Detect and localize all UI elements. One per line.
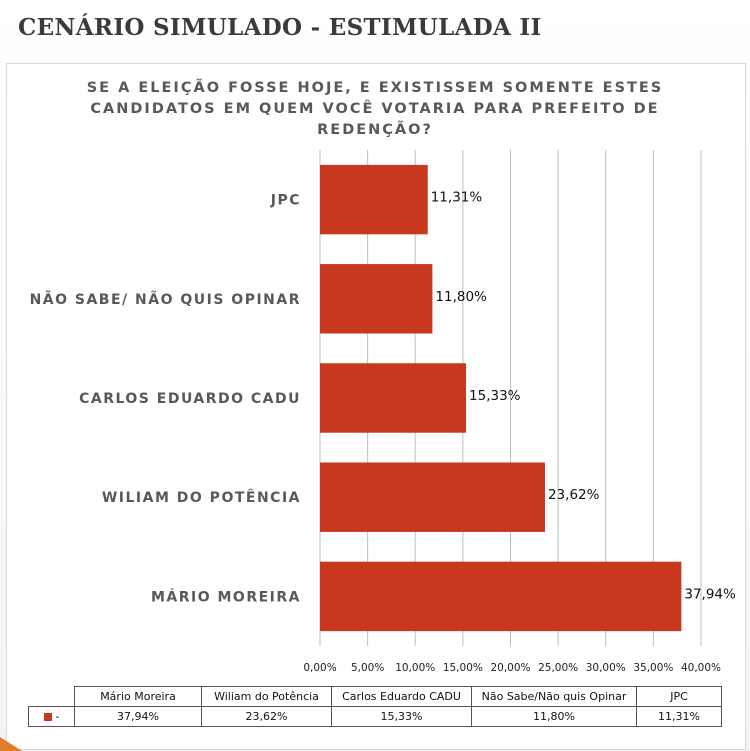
data-table-legend-cell: - — [28, 706, 75, 727]
x-tick-label: 35,00% — [633, 662, 673, 674]
data-table-cell: 11,31% — [636, 706, 722, 727]
x-tick-label: 5,00% — [351, 662, 384, 674]
data-table-header-row: Mário Moreira Wiliam do Potência Carlos … — [28, 686, 722, 707]
data-table-header: JPC — [636, 686, 722, 707]
legend-key-icon — [43, 713, 52, 721]
category-label: WILIAM DO POTÊNCIA — [102, 489, 301, 506]
x-tick-label: 40,00% — [681, 662, 721, 674]
data-label: 11,80% — [435, 289, 487, 305]
chart-title: SE A ELEIÇÃO FOSSE HOJE, E EXISTISSEM SO… — [86, 80, 664, 138]
data-label: 37,94% — [684, 586, 736, 602]
x-tick-label: 10,00% — [395, 662, 435, 674]
data-table: Mário Moreira Wiliam do Potência Carlos … — [28, 686, 722, 727]
x-tick-label: 15,00% — [443, 662, 483, 674]
data-table-row-label: - — [55, 710, 60, 723]
category-label: MÁRIO MOREIRA — [151, 588, 301, 605]
bar — [320, 462, 545, 532]
corner-decoration — [0, 737, 22, 751]
category-label: JPC — [270, 193, 301, 209]
data-table-cell: 11,80% — [471, 706, 637, 727]
x-tick-label: 30,00% — [586, 662, 626, 674]
bar — [320, 164, 428, 235]
bar — [320, 561, 682, 632]
data-table-corner — [28, 686, 75, 707]
bar — [320, 264, 433, 334]
x-tick-label: 20,00% — [490, 662, 530, 674]
data-table-header: Mário Moreira — [74, 686, 202, 707]
data-table-row: - 37,94% 23,62% 15,33% 11,80% 11,31% — [28, 706, 722, 727]
slide-title: CENÁRIO SIMULADO - ESTIMULADA II — [18, 14, 542, 41]
category-label: NÃO SABE/ NÃO QUIS OPINAR — [30, 291, 301, 308]
data-table-cell: 15,33% — [331, 706, 472, 727]
x-tick-label: 25,00% — [538, 662, 578, 674]
data-table-header: Wiliam do Potência — [201, 686, 332, 707]
data-label: 15,33% — [469, 388, 521, 404]
bar — [320, 363, 467, 433]
data-table-header: Carlos Eduardo CADU — [331, 686, 472, 707]
data-table-header: Não Sabe/Não quis Opinar — [471, 686, 637, 707]
category-label: CARLOS EDUARDO CADU — [79, 391, 301, 407]
data-label: 11,31% — [431, 190, 483, 206]
data-table-cell: 23,62% — [201, 706, 332, 727]
data-label: 23,62% — [548, 487, 600, 503]
x-tick-label: 0,00% — [303, 662, 336, 674]
data-table-cell: 37,94% — [74, 706, 202, 727]
